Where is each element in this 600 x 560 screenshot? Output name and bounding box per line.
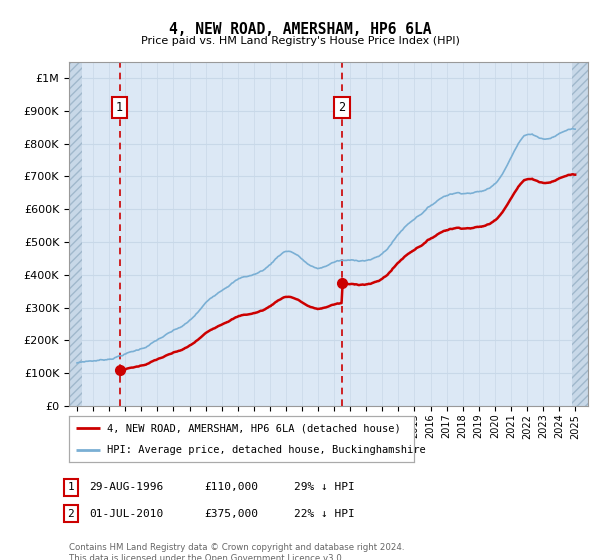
Text: 2: 2: [67, 508, 74, 519]
Text: 1: 1: [67, 482, 74, 492]
Text: 01-JUL-2010: 01-JUL-2010: [89, 508, 163, 519]
Text: Contains HM Land Registry data © Crown copyright and database right 2024.
This d: Contains HM Land Registry data © Crown c…: [69, 543, 404, 560]
Text: 4, NEW ROAD, AMERSHAM, HP6 6LA (detached house): 4, NEW ROAD, AMERSHAM, HP6 6LA (detached…: [107, 423, 401, 433]
Text: 1: 1: [116, 101, 123, 114]
Bar: [572, 62, 588, 406]
Text: 29-AUG-1996: 29-AUG-1996: [89, 482, 163, 492]
Text: Price paid vs. HM Land Registry's House Price Index (HPI): Price paid vs. HM Land Registry's House …: [140, 36, 460, 46]
Text: 2: 2: [338, 101, 346, 114]
Text: £375,000: £375,000: [204, 508, 258, 519]
Text: HPI: Average price, detached house, Buckinghamshire: HPI: Average price, detached house, Buck…: [107, 445, 426, 455]
Bar: [69, 62, 82, 406]
Bar: [69, 62, 82, 406]
Text: £110,000: £110,000: [204, 482, 258, 492]
Bar: [572, 62, 588, 406]
Text: 29% ↓ HPI: 29% ↓ HPI: [294, 482, 355, 492]
Text: 4, NEW ROAD, AMERSHAM, HP6 6LA: 4, NEW ROAD, AMERSHAM, HP6 6LA: [169, 22, 431, 38]
Text: 22% ↓ HPI: 22% ↓ HPI: [294, 508, 355, 519]
